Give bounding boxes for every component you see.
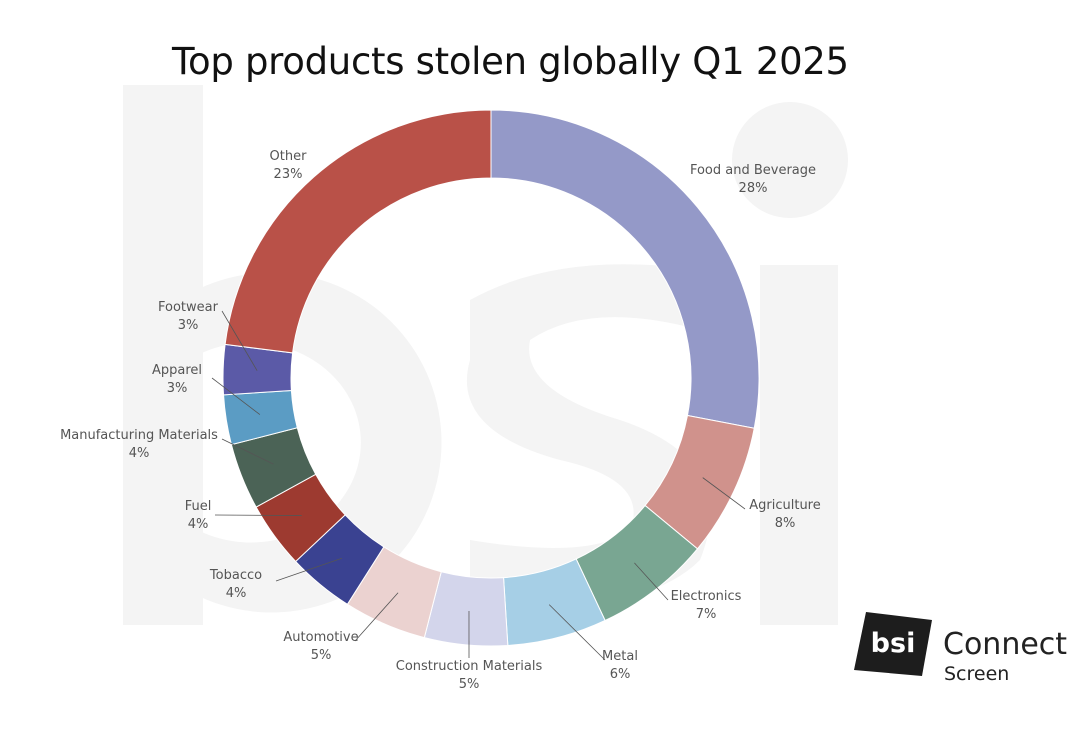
value-label-apparel: 3% (167, 381, 188, 396)
label-agriculture: Agriculture (749, 498, 821, 513)
label-manufacturing-materials: Manufacturing Materials (60, 428, 218, 443)
bsi-logo: bsi (854, 612, 932, 676)
value-label-fuel: 4% (188, 517, 209, 532)
value-label-automotive: 5% (311, 648, 332, 663)
leader-line-metal (548, 604, 606, 661)
leader-line-fuel (214, 514, 302, 516)
label-automotive: Automotive (283, 630, 358, 645)
label-construction-materials: Construction Materials (396, 659, 543, 674)
logo-subtitle: Screen (944, 663, 1010, 685)
slice-other[interactable] (224, 109, 492, 354)
logo-mark: bsi (871, 628, 916, 659)
leader-line-tobacco (275, 557, 342, 582)
value-label-manufacturing-materials: 4% (129, 446, 150, 461)
label-apparel: Apparel (152, 363, 202, 378)
leader-line-electronics (634, 562, 669, 601)
label-metal: Metal (602, 649, 638, 664)
value-label-construction-materials: 5% (459, 677, 480, 692)
label-other: Other (270, 149, 308, 164)
value-label-electronics: 7% (696, 607, 717, 622)
value-label-footwear: 3% (178, 318, 199, 333)
value-label-metal: 6% (610, 667, 631, 682)
label-fuel: Fuel (185, 499, 212, 514)
value-label-tobacco: 4% (226, 586, 247, 601)
leader-line-automotive (354, 592, 399, 642)
logo-name: Connect (943, 627, 1068, 662)
leader-line-manufacturing-materials (221, 438, 274, 465)
leader-line-agriculture (702, 477, 746, 510)
leader-line-footwear (221, 310, 258, 371)
leader-line-apparel (211, 377, 261, 415)
label-electronics: Electronics (671, 589, 742, 604)
value-label-agriculture: 8% (775, 516, 796, 531)
chart-title: Top products stolen globally Q1 2025 (172, 40, 849, 83)
value-label-other: 23% (274, 167, 303, 182)
logo-badge (854, 612, 932, 676)
slice-food-and-beverage[interactable] (490, 109, 760, 429)
label-tobacco: Tobacco (209, 568, 262, 583)
value-label-food-and-beverage: 28% (739, 181, 768, 196)
label-food-and-beverage: Food and Beverage (690, 163, 816, 178)
label-footwear: Footwear (158, 300, 219, 315)
